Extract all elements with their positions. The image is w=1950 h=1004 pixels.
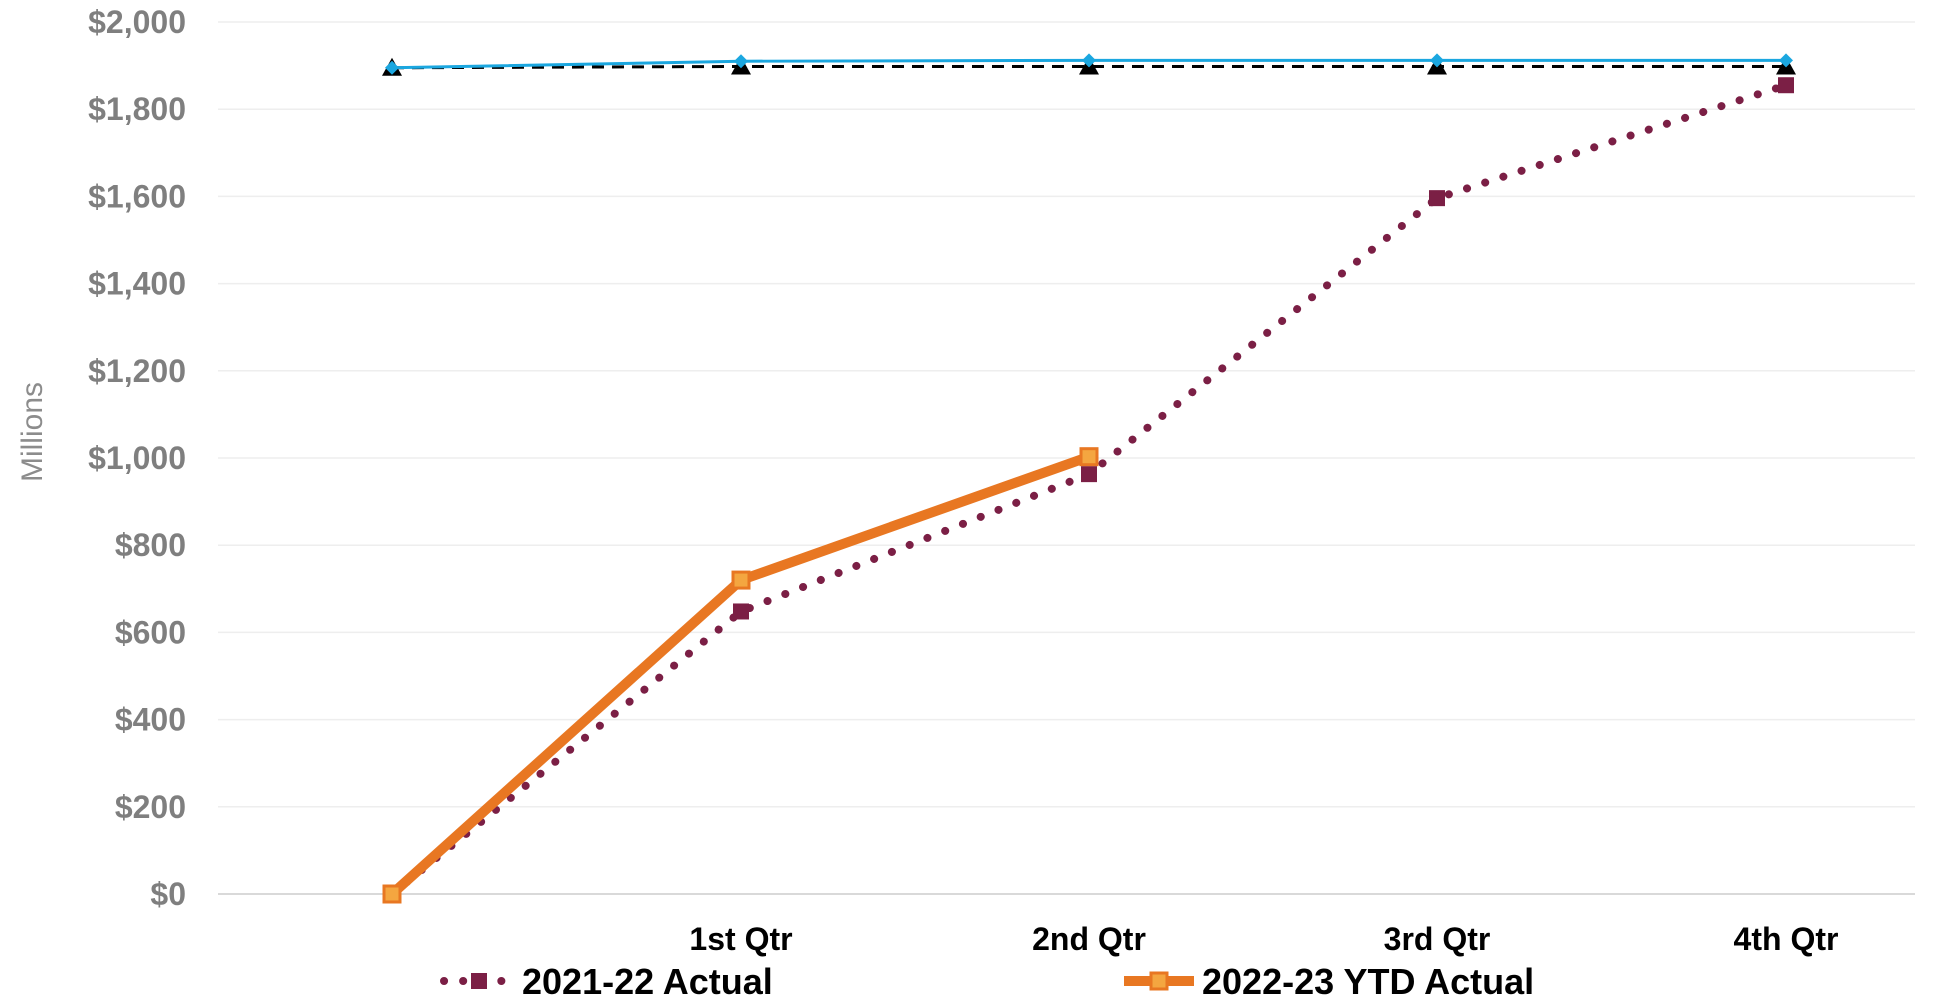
- y-tick-label: $1,600: [88, 178, 186, 214]
- y-tick-label: $200: [115, 789, 186, 825]
- series-3: [385, 53, 1793, 75]
- legend-label: 2022-23 YTD Actual: [1202, 961, 1534, 1002]
- series-line: [391, 64, 1786, 70]
- data-point: [385, 60, 399, 75]
- data-point: [1779, 53, 1793, 68]
- y-tick-label: $800: [115, 527, 186, 563]
- x-tick-label: 2nd Qtr: [1032, 921, 1146, 957]
- data-point: [731, 570, 751, 590]
- y-tick-label: $1,800: [88, 91, 186, 127]
- series-1: [382, 447, 1099, 904]
- y-axis-ticks: $0 $200 $400 $600 $800 $1,000 $1,200 $1,400 $1,6…: [88, 4, 186, 912]
- y-tick-label: $400: [115, 702, 186, 738]
- x-tick-label: 1st Qtr: [689, 921, 792, 957]
- data-point: [1081, 466, 1097, 483]
- series-line: [388, 81, 1790, 898]
- y-axis-label: Millions: [16, 382, 49, 482]
- data-point: [1430, 53, 1444, 68]
- y-tick-label: $2,000: [88, 4, 186, 40]
- gridlines: [218, 21, 1915, 895]
- y-tick-label: $600: [115, 614, 186, 650]
- data-point: [1079, 447, 1099, 467]
- y-tick-label: $1,400: [88, 266, 186, 302]
- legend: 2021-22 Actual 2022-23 YTD Actual: [440, 961, 1534, 1002]
- legend-item: 2021-22 Actual: [440, 961, 773, 1002]
- series-0: [384, 77, 1794, 902]
- x-axis-ticks: 1st Qtr 2nd Qtr 3rd Qtr 4th Qtr: [689, 921, 1838, 957]
- series-group: [382, 53, 1796, 904]
- data-point: [734, 54, 748, 69]
- data-point: [1429, 190, 1445, 207]
- data-point: [1082, 53, 1096, 68]
- legend-label: 2021-22 Actual: [522, 961, 773, 1002]
- y-tick-label: $1,200: [88, 353, 186, 389]
- legend-item: 2022-23 YTD Actual: [1124, 961, 1534, 1002]
- data-point: [733, 603, 749, 620]
- y-tick-label: $0: [150, 876, 186, 912]
- x-tick-label: 3rd Qtr: [1384, 921, 1491, 957]
- data-point: [1778, 77, 1794, 94]
- data-point: [1149, 971, 1169, 991]
- series-line: [388, 451, 1091, 898]
- data-point: [471, 973, 487, 989]
- y-tick-label: $1,000: [88, 440, 186, 476]
- x-tick-label: 4th Qtr: [1734, 921, 1839, 957]
- data-point: [382, 884, 402, 904]
